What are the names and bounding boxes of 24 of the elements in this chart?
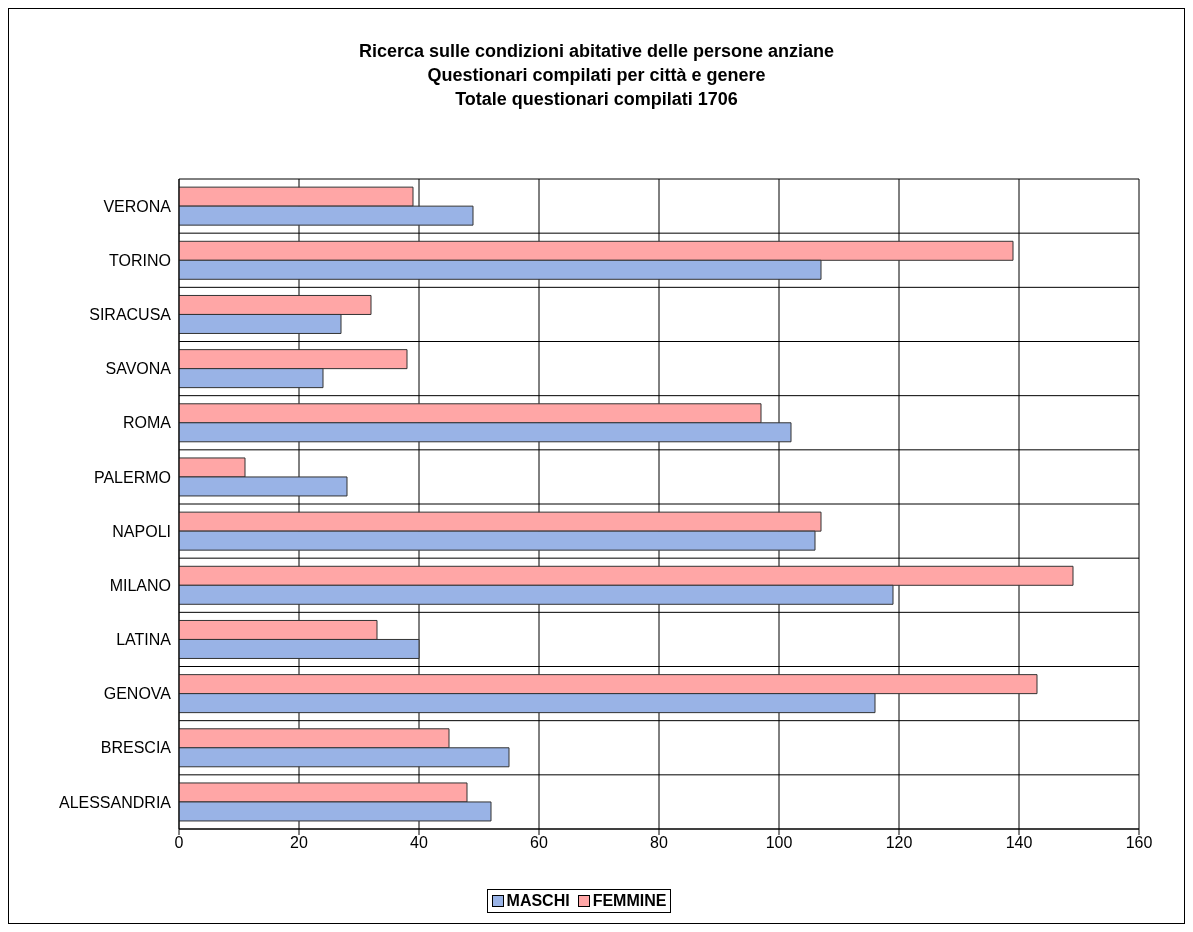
y-tick-label: BRESCIA xyxy=(100,739,172,757)
y-tick-label: TORINO xyxy=(109,251,171,269)
y-tick-label: ROMA xyxy=(123,414,172,432)
x-tick-label: 120 xyxy=(885,834,913,852)
x-tick-label: 60 xyxy=(530,834,548,852)
y-tick-label: SAVONA xyxy=(105,360,172,378)
y-tick-label: VERONA xyxy=(103,197,172,215)
y-tick-label: PALERMO xyxy=(93,468,171,486)
x-tick-label: 40 xyxy=(410,834,428,852)
y-tick-label: NAPOLI xyxy=(112,522,171,540)
x-tick-label: 0 xyxy=(174,834,184,852)
y-tick-label: MILANO xyxy=(109,576,171,594)
legend-label: MASCHI xyxy=(505,892,570,910)
x-tick-label: 140 xyxy=(1005,834,1033,852)
chart-title: Ricerca sulle condizioni abitative delle persone anziane Questionari compilati per città e genere Totale questionari compilati 1706 xyxy=(357,40,836,111)
y-tick-label: SIRACUSA xyxy=(89,306,172,324)
x-tick-label: 160 xyxy=(1125,834,1153,852)
x-tick-label: 80 xyxy=(650,834,668,852)
legend-label: FEMMINE xyxy=(591,892,667,910)
y-tick-label: ALESSANDRIA xyxy=(58,793,172,811)
y-tick-label: GENOVA xyxy=(103,685,172,703)
y-tick-label: LATINA xyxy=(116,631,172,649)
x-tick-label: 100 xyxy=(765,834,793,852)
x-tick-label: 20 xyxy=(290,834,308,852)
